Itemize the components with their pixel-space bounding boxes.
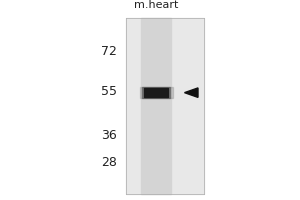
- Text: 72: 72: [101, 45, 117, 58]
- Text: 28: 28: [101, 156, 117, 168]
- Text: 55: 55: [101, 85, 117, 98]
- Text: m.heart: m.heart: [134, 0, 178, 10]
- Text: 36: 36: [101, 129, 117, 142]
- Polygon shape: [184, 88, 198, 97]
- Bar: [142, 87, 170, 98]
- Bar: [141, 18, 171, 194]
- Bar: [144, 88, 168, 97]
- Bar: [140, 87, 172, 98]
- Bar: [126, 18, 204, 194]
